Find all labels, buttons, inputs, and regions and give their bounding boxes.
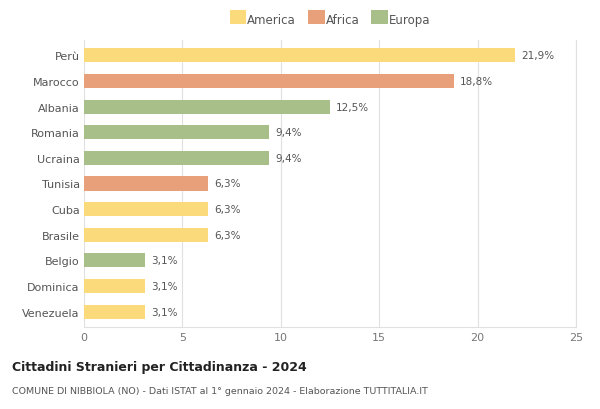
Bar (84, 228, 208, 242)
Legend: America, Africa, Europa: America, Africa, Europa (227, 11, 433, 29)
Text: COMUNE DI NIBBIOLA (NO) - Dati ISTAT al 1° gennaio 2024 - Elaborazione TUTTITALI: COMUNE DI NIBBIOLA (NO) - Dati ISTAT al … (12, 387, 428, 396)
Text: Cittadini Stranieri per Cittadinanza - 2024: Cittadini Stranieri per Cittadinanza - 2… (12, 360, 307, 373)
Text: 3,1%: 3,1% (151, 281, 178, 291)
Text: 3,1%: 3,1% (151, 256, 178, 266)
Text: 12,5%: 12,5% (336, 102, 369, 112)
Bar (84, 177, 208, 191)
Bar (84, 151, 269, 166)
Bar (84, 75, 454, 89)
Text: 6,3%: 6,3% (214, 179, 241, 189)
Bar (84, 202, 208, 217)
Bar (84, 49, 515, 63)
Bar (84, 254, 145, 268)
Bar (84, 279, 145, 293)
Bar (84, 126, 269, 140)
Bar (84, 100, 330, 115)
Text: 21,9%: 21,9% (521, 51, 554, 61)
Text: 6,3%: 6,3% (214, 230, 241, 240)
Text: 9,4%: 9,4% (275, 153, 301, 164)
Text: 3,1%: 3,1% (151, 307, 178, 317)
Text: 9,4%: 9,4% (275, 128, 301, 138)
Text: 18,8%: 18,8% (460, 77, 493, 87)
Text: 6,3%: 6,3% (214, 204, 241, 215)
Bar (84, 305, 145, 319)
